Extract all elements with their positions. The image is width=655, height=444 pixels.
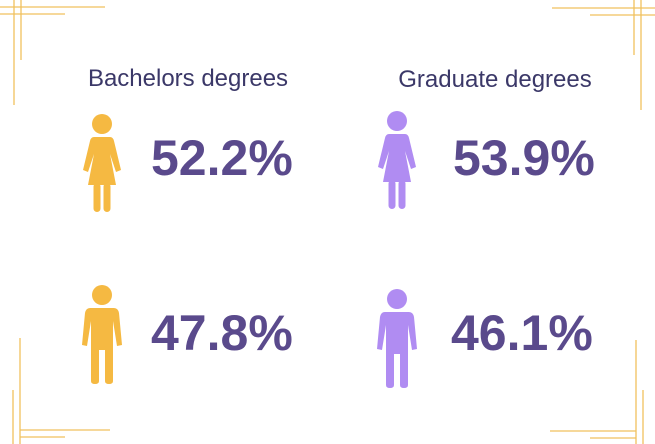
group-title: Bachelors degrees [88, 65, 288, 92]
male-icon [377, 289, 417, 388]
female-icon [83, 114, 121, 212]
men-percentage: 47.8% [151, 305, 293, 361]
men-percentage: 46.1% [451, 305, 593, 361]
group-title: Graduate degrees [398, 66, 591, 93]
male-icon [82, 285, 122, 384]
women-percentage: 52.2% [151, 130, 293, 186]
women-percentage: 53.9% [453, 130, 595, 186]
female-icon [378, 111, 416, 209]
